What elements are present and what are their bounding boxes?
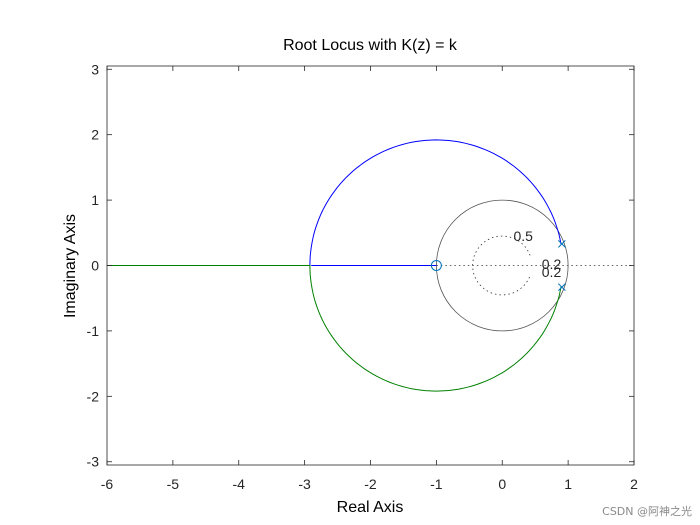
y-tick-label: -1	[87, 323, 100, 339]
y-tick-label: 3	[91, 61, 99, 77]
locus-branch-lower	[107, 265, 562, 392]
chart-title: Root Locus with K(z) = k	[283, 37, 458, 54]
damping-grid-curve	[472, 235, 531, 296]
x-tick-label: -3	[298, 476, 311, 492]
open-loop-zero-marker	[430, 260, 442, 271]
damping-grid-label: 0.2	[542, 256, 562, 272]
x-tick-label: 2	[630, 476, 638, 492]
x-tick-label: -1	[430, 476, 443, 492]
x-tick-label: -6	[101, 476, 114, 492]
x-tick-label: 1	[564, 476, 572, 492]
x-tick-label: -5	[167, 476, 180, 492]
damping-grid-label: 0.2	[542, 264, 562, 280]
open-loop-pole-marker	[558, 283, 566, 291]
x-tick-label: -2	[364, 476, 377, 492]
y-tick-label: 1	[91, 192, 99, 208]
plot-area: 0.5 0.20.2	[107, 139, 634, 392]
y-tick-label: 0	[91, 258, 99, 274]
x-axis-label: Real Axis	[337, 499, 404, 516]
x-tick-label: -4	[233, 476, 246, 492]
damping-grid-label: 0.5	[513, 228, 533, 244]
locus-branch-upper	[107, 139, 562, 266]
x-tick-label: 0	[498, 476, 506, 492]
axis-ticks: -6 -5 -4 -3 -2 -1 0 1 2 -3 -2 -1 0 1 2 3	[87, 61, 639, 492]
y-tick-label: 2	[91, 127, 99, 143]
open-loop-pole-marker	[558, 240, 566, 248]
y-tick-label: -2	[87, 388, 100, 404]
watermark: CSDN @阿神之光	[602, 505, 692, 518]
y-tick-label: -3	[87, 454, 100, 470]
y-axis-label: Imaginary Axis	[62, 214, 79, 318]
